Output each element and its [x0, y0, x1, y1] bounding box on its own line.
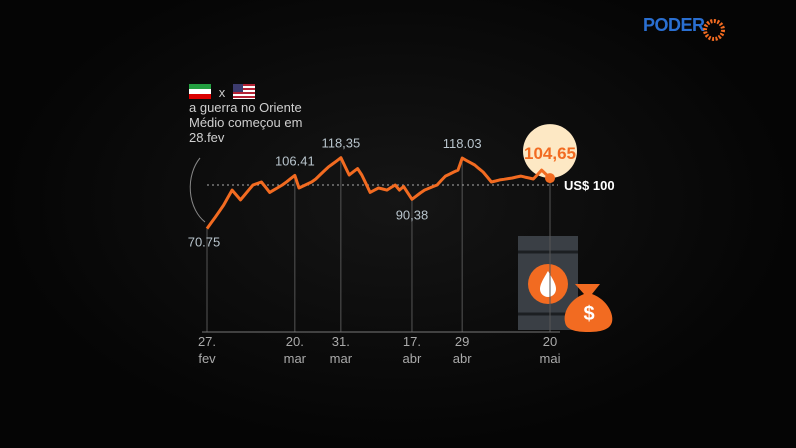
- versus: x: [219, 85, 226, 100]
- highlight: [523, 124, 577, 179]
- barrel-icon: [518, 236, 613, 332]
- value-label: 118.03: [443, 136, 482, 151]
- bracket: [189, 157, 206, 223]
- end-dot: [545, 173, 555, 184]
- annotation: a guerra no Oriente Médio começou em 28.…: [189, 100, 303, 145]
- x-tick-label: 27. fev: [197, 334, 217, 366]
- value-label: 118,35: [321, 136, 360, 151]
- x-tick-label: 31. mar: [329, 334, 353, 366]
- value-label: 90,38: [396, 207, 429, 222]
- reference-label: US$ 100: [564, 178, 615, 193]
- value-label: 104,65: [524, 144, 576, 163]
- x-tick-label: 29 abr: [452, 334, 472, 366]
- logo-sun: [703, 19, 725, 41]
- price-line: [205, 156, 552, 230]
- x-tick-label: 20 mai: [539, 334, 561, 366]
- flags: [189, 84, 255, 99]
- x-tick-label: 17. abr: [402, 334, 422, 366]
- value-label: 106.41: [275, 153, 315, 168]
- x-tick-label: 20. mar: [283, 334, 307, 366]
- dollar-sign: $: [583, 303, 594, 325]
- value-label: 70.75: [188, 235, 221, 250]
- brand-logo: PODER: [643, 15, 705, 35]
